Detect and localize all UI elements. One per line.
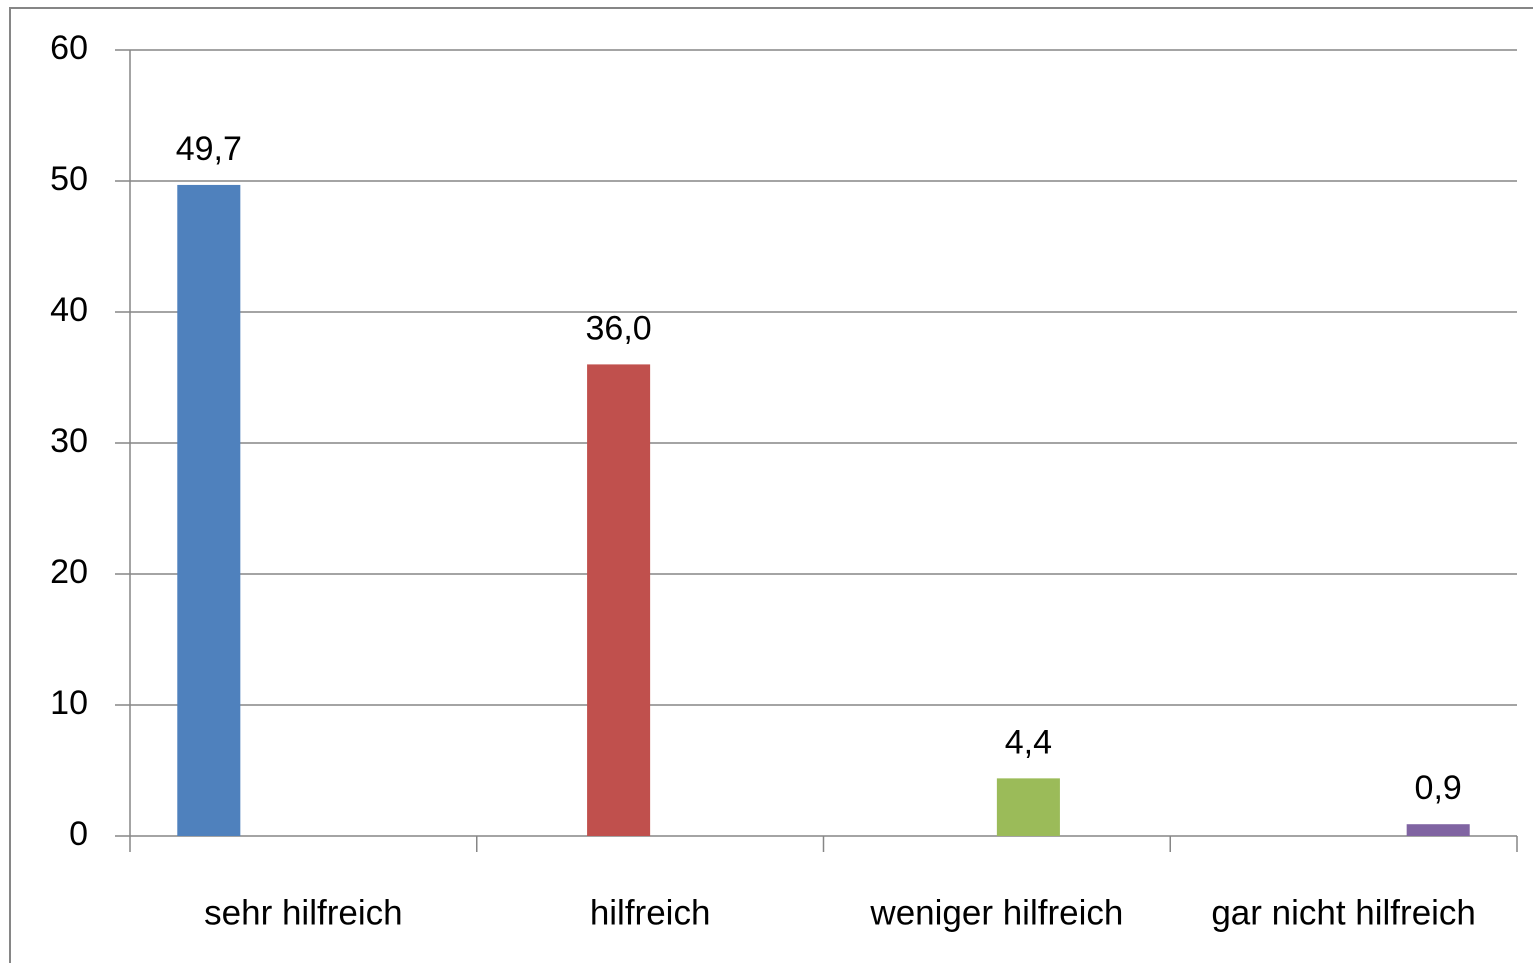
chart-border	[9, 7, 1533, 963]
y-tick-label: 20	[50, 553, 88, 591]
x-tick-label: hilfreich	[590, 893, 711, 932]
value-label: 49,7	[176, 130, 242, 168]
y-tick-label: 60	[50, 29, 88, 67]
bar	[1406, 824, 1470, 836]
y-tick-label: 30	[50, 422, 88, 460]
value-label: 4,4	[1005, 723, 1052, 761]
bar	[177, 184, 241, 836]
y-tick-label: 50	[50, 160, 88, 198]
value-label: 36,0	[586, 309, 652, 347]
x-tick-label: gar nicht hilfreich	[1211, 893, 1476, 932]
x-tick-label: weniger hilfreich	[869, 893, 1123, 932]
y-tick-label: 10	[50, 684, 88, 722]
y-tick-label: 0	[69, 815, 88, 853]
bar	[587, 364, 651, 836]
bar	[996, 778, 1060, 836]
value-label: 0,9	[1415, 769, 1462, 807]
x-tick-label: sehr hilfreich	[204, 893, 402, 932]
y-tick-label: 40	[50, 291, 88, 329]
